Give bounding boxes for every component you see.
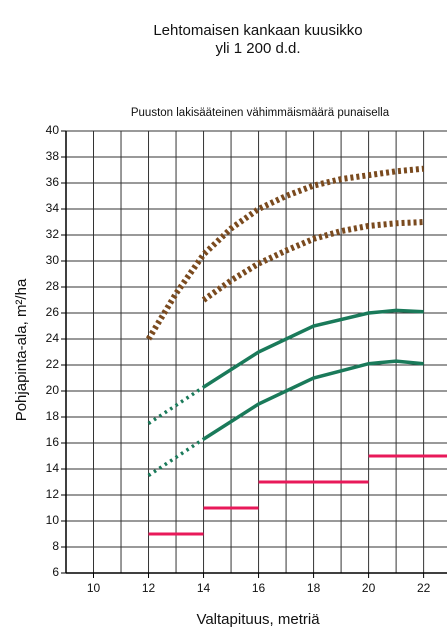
y-tick-label: 26: [46, 305, 60, 319]
x-tick-label: 18: [307, 581, 321, 595]
x-tick-label: 14: [197, 581, 211, 595]
x-tick-label: 16: [252, 581, 266, 595]
y-tick-label: 38: [46, 149, 60, 163]
y-tick-label: 30: [46, 253, 60, 267]
line: [145, 165, 424, 341]
x-tick-label: 20: [362, 581, 376, 595]
line: [147, 385, 205, 425]
y-tick-label: 36: [46, 175, 60, 189]
line: [202, 359, 424, 441]
y-tick-label: 6: [52, 565, 59, 579]
chart-title: yli 1 200 d.d.: [215, 40, 300, 57]
y-tick-label: 8: [52, 539, 59, 553]
y-tick-label: 24: [46, 331, 60, 345]
x-tick-label: 10: [87, 581, 101, 595]
x-axis-label: Valtapituus, metriä: [196, 611, 320, 628]
y-tick-label: 34: [46, 201, 60, 215]
y-tick-label: 22: [46, 357, 60, 371]
chart-subtitle: Puuston lakisääteinen vähimmäismäärä pun…: [131, 107, 390, 119]
y-tick-label: 28: [46, 279, 60, 293]
line: [147, 437, 205, 477]
y-tick-label: 14: [46, 461, 60, 475]
x-tick-label: 22: [417, 581, 431, 595]
plot: [145, 165, 447, 536]
x-tick-label: 12: [142, 581, 156, 595]
line: [201, 219, 424, 303]
y-tick-label: 16: [46, 435, 60, 449]
y-tick-label: 18: [46, 409, 60, 423]
line: [202, 308, 424, 389]
chart-title: Lehtomaisen kankaan kuusikko: [153, 22, 362, 39]
y-tick-label: 40: [46, 123, 60, 137]
y-axis-label: Pohjapinta-ala, m²/ha: [13, 278, 30, 421]
y-tick-label: 20: [46, 383, 60, 397]
y-tick-label: 12: [46, 487, 60, 501]
y-tick-label: 32: [46, 227, 60, 241]
y-tick-label: 10: [46, 513, 60, 527]
